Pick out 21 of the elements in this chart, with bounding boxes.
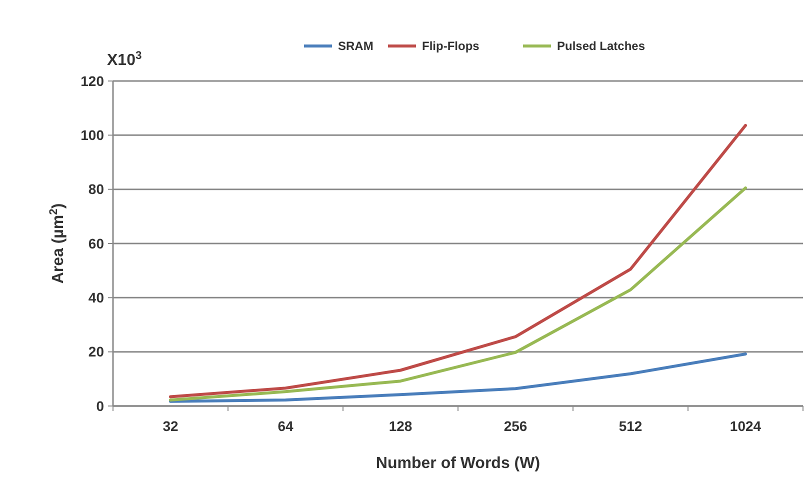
x-axis-title: Number of Words (W): [376, 455, 540, 472]
y-tick-label: 100: [80, 127, 104, 144]
legend-label: Flip-Flops: [422, 39, 480, 54]
x-tick-label: 128: [388, 418, 412, 434]
text: X10$^{3}$: [107, 50, 142, 69]
x-tick-label: 512: [618, 418, 642, 434]
line-series: [169, 352, 747, 403]
y-tick-label: 40: [88, 290, 104, 306]
x-tick-label: 32: [162, 418, 178, 434]
y-tick-label: 20: [88, 344, 104, 360]
y-tick-label: 120: [80, 72, 104, 89]
line-series: [169, 186, 747, 402]
x-tick-label: 256: [504, 418, 528, 434]
legend-label: SRAM: [338, 39, 374, 54]
x-tick-label: 64: [278, 418, 294, 434]
y-tick-label: 60: [88, 235, 104, 252]
x-tick-label: 1024: [730, 418, 762, 434]
y-tick-label: 0: [96, 398, 104, 414]
y-tick-label: 80: [88, 181, 104, 198]
legend-label: Pulsed Latches: [557, 39, 646, 54]
line-series: [169, 124, 747, 398]
